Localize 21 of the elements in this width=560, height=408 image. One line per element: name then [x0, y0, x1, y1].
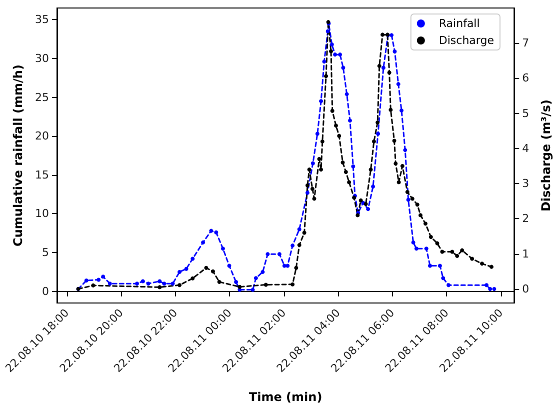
- y2-tick-label: 4: [522, 142, 530, 155]
- y2-tick-label: 3: [522, 177, 530, 190]
- legend-label: Rainfall: [438, 17, 480, 30]
- y2-tick-label: 7: [522, 36, 530, 50]
- y2-tick-label: 0: [522, 282, 530, 296]
- y-tick-label: 10: [35, 207, 49, 220]
- y2-tick-label: 1: [522, 247, 530, 260]
- y-tick-label: 35: [35, 13, 49, 26]
- y2-tick-label: 6: [522, 72, 530, 85]
- legend-label: Discharge: [438, 34, 494, 47]
- y-tick-label: 5: [42, 246, 49, 260]
- y2-tick-label: 5: [522, 106, 530, 120]
- y-tick-label: 15: [35, 168, 49, 182]
- y-tick-label: 0: [42, 284, 49, 298]
- y2-axis-title: Discharge (m³/s): [539, 99, 553, 212]
- y-axis-title: Cumulative rainfall (mm/h): [11, 64, 26, 246]
- y-tick-label: 20: [35, 130, 49, 143]
- y-tick-label: 25: [35, 90, 49, 104]
- y-tick-label: 30: [35, 52, 49, 65]
- x-axis-title: Time (min): [248, 390, 322, 404]
- y2-tick-label: 2: [522, 212, 530, 226]
